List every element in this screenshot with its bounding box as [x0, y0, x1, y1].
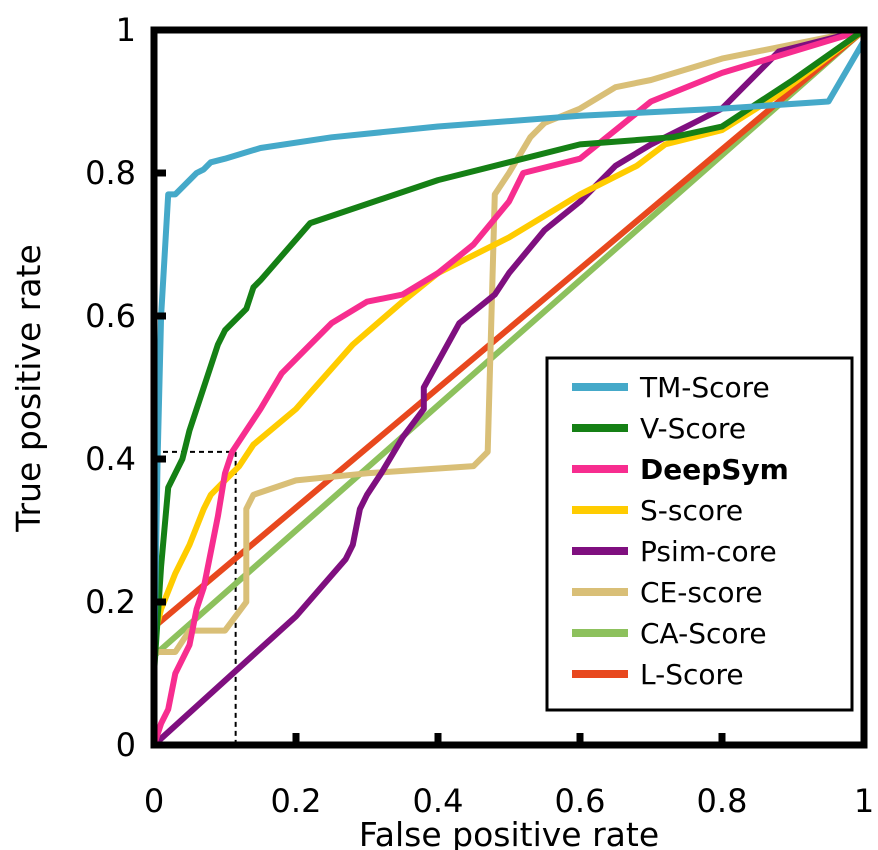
- legend-label: V-Score: [640, 412, 746, 445]
- x-tick-label: 0.8: [697, 782, 748, 820]
- legend-label: TM-Score: [639, 371, 770, 404]
- plot-border: [150, 26, 868, 749]
- axis-ticks: 0 0.2 0.4 0.6 0.8 1 0 0.2 0.4 0.6 0.8 1: [85, 11, 874, 820]
- y-tick-label: 0.6: [85, 297, 136, 335]
- series-line-s-score: [151, 27, 867, 641]
- legend: TM-Score V-Score DeepSym S-score Psim-core CE…: [545, 356, 854, 712]
- y-tick-label: 1: [116, 11, 136, 49]
- y-tick-label: 0: [116, 726, 136, 764]
- y-tick-label: 0.8: [85, 154, 136, 192]
- legend-label: CE-score: [640, 576, 763, 609]
- legend-label: S-score: [640, 494, 743, 527]
- x-tick-label: 0.6: [555, 782, 606, 820]
- legend-label: CA-Score: [640, 617, 767, 650]
- legend-box: [545, 356, 854, 712]
- x-tick-label: 0.2: [271, 782, 322, 820]
- series-line-l-score: [151, 27, 867, 630]
- dashed-guides: [154, 450, 237, 745]
- series-line-ca-score: [151, 27, 867, 659]
- x-tick-label: 0: [144, 782, 164, 820]
- x-tick-label: 0.4: [413, 782, 464, 820]
- y-axis-title: True positive rate: [9, 244, 48, 533]
- legend-label: DeepSym: [640, 453, 789, 486]
- x-axis-title: False positive rate: [359, 815, 659, 850]
- series-line-v-score: [151, 27, 867, 677]
- y-tick-label: 0.2: [85, 583, 136, 621]
- plot-frame: [150, 26, 868, 749]
- x-tick-label: 1: [854, 782, 874, 820]
- series-line-deepsym: [151, 27, 867, 748]
- legend-label: Psim-core: [640, 535, 777, 568]
- y-tick-label: 0.4: [85, 440, 136, 478]
- series-line-tm-score: [151, 37, 867, 677]
- series-line-ce-score: [151, 27, 867, 655]
- series-lines: [151, 27, 867, 748]
- legend-label: L-Score: [640, 658, 744, 691]
- series-line-psim-core: [151, 27, 867, 748]
